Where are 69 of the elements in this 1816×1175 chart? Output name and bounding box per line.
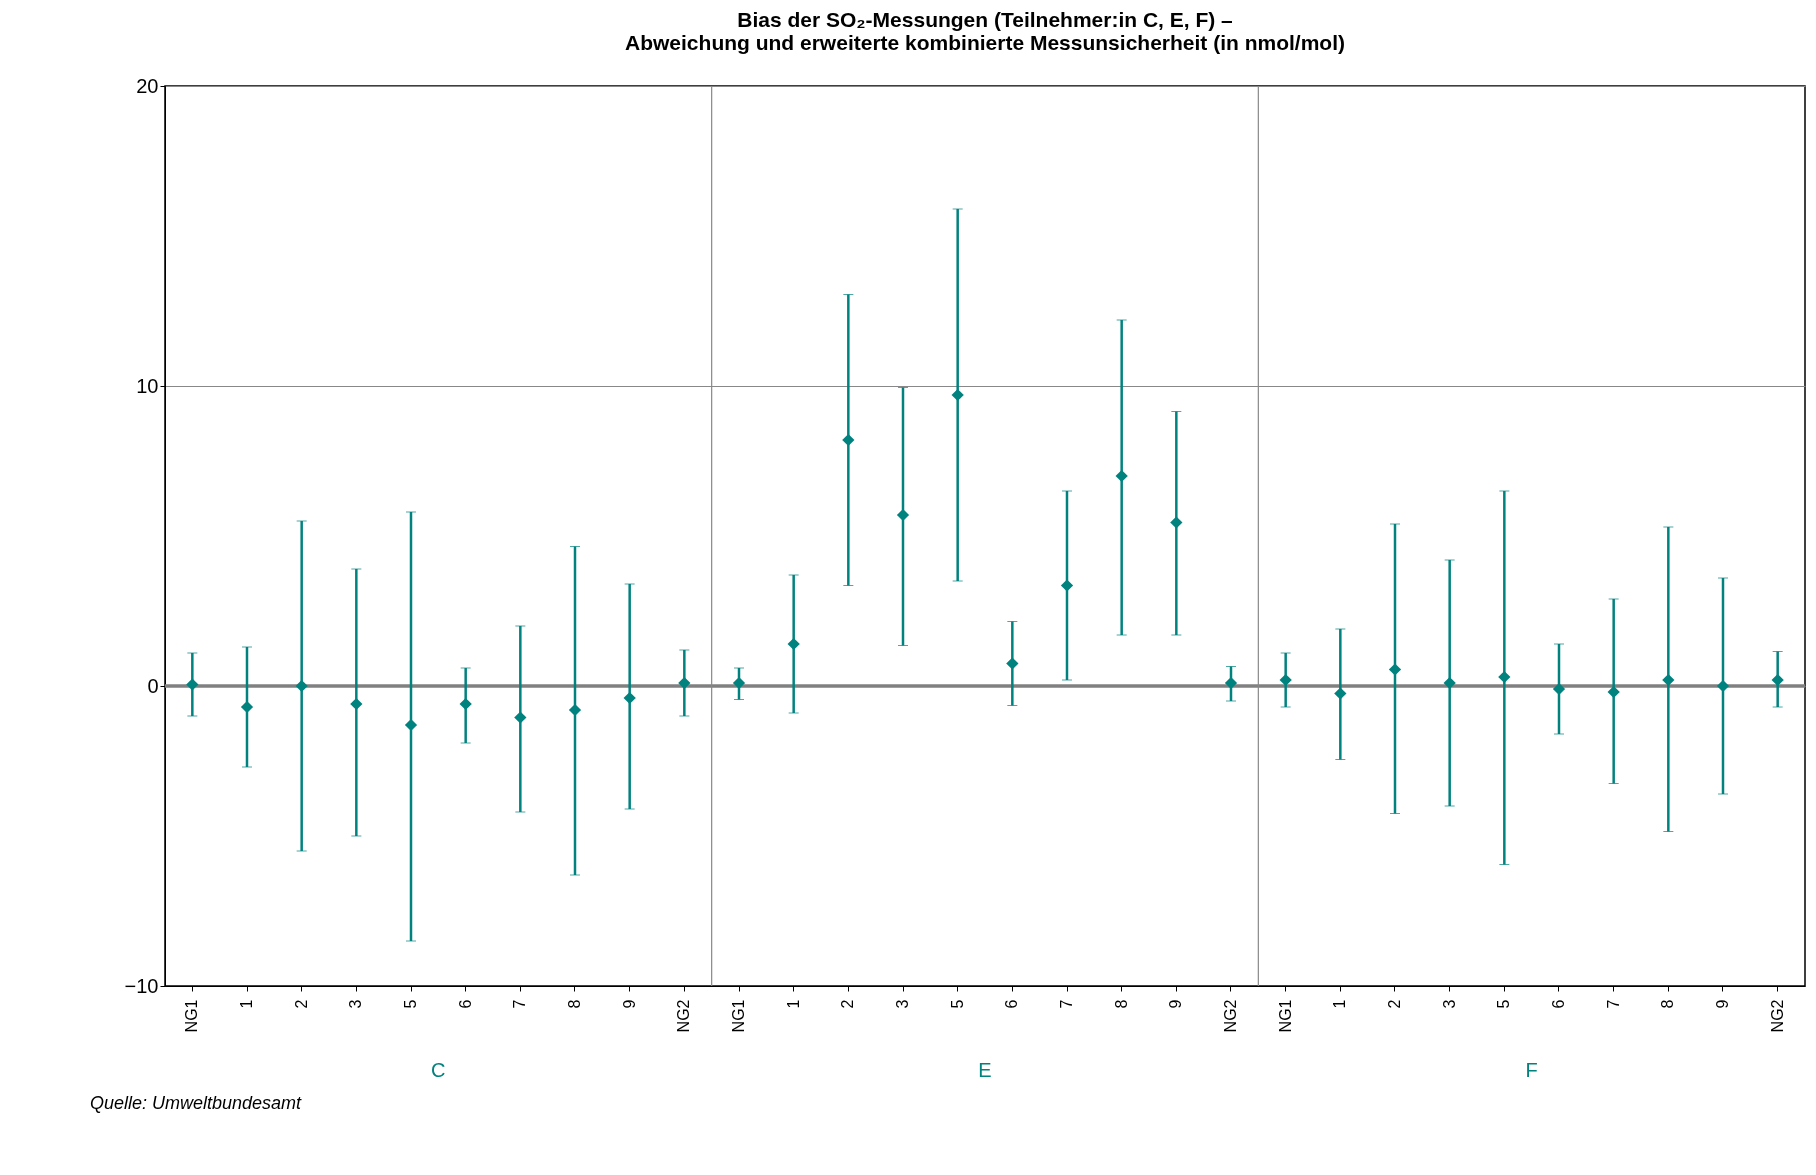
point: [350, 697, 363, 711]
x-tick-label: 5: [1495, 999, 1513, 1009]
point: [568, 703, 582, 717]
point: [1006, 657, 1019, 670]
point: [186, 678, 199, 691]
x-tick-label: 2: [292, 999, 310, 1009]
text: E: [978, 1059, 992, 1081]
point: [1607, 685, 1620, 699]
point: [1334, 687, 1347, 700]
point: [951, 388, 964, 402]
point: [1224, 676, 1238, 690]
point: [459, 697, 472, 711]
point: [1716, 679, 1730, 693]
x-tick-label: 1: [238, 999, 255, 1009]
x-tick-label: 5: [402, 999, 419, 1009]
point: [1170, 516, 1183, 529]
point: [1443, 676, 1456, 690]
point: [623, 691, 636, 705]
x-tick-label: NG1: [730, 999, 747, 1033]
point: [295, 679, 308, 693]
x-tick-label: NG1: [183, 999, 201, 1033]
x-tick-label: 8: [566, 999, 583, 1009]
x-tick-label: 1: [784, 999, 802, 1009]
y-tick-label: −10: [124, 974, 159, 997]
x-tick-label: 7: [1058, 999, 1075, 1009]
point: [896, 508, 910, 522]
x-tick-label: NG2: [1222, 999, 1239, 1033]
x-tick-label: 9: [1714, 999, 1731, 1009]
point: [1279, 673, 1292, 687]
x-tick-label: 8: [1659, 999, 1677, 1009]
point: [732, 676, 746, 690]
source-note: Quelle: Umweltbundesamt: [90, 1093, 303, 1113]
text: F: [1525, 1059, 1538, 1081]
y-tick-label: 10: [136, 374, 159, 397]
point: [1060, 579, 1074, 592]
x-tick-label: 3: [894, 999, 911, 1009]
x-tick-label: 6: [1550, 999, 1567, 1009]
x-tick-label: 2: [839, 999, 857, 1009]
point: [1498, 670, 1511, 684]
x-tick-label: 1: [1331, 999, 1349, 1009]
point: [787, 637, 800, 651]
x-tick-label: 8: [1112, 999, 1130, 1009]
point: [1388, 663, 1402, 676]
point: [678, 676, 691, 690]
point: [842, 433, 855, 447]
x-tick-label: 7: [511, 999, 529, 1009]
x-tick-label: 5: [948, 999, 966, 1009]
point: [404, 718, 418, 732]
x-tick-label: 6: [1003, 999, 1021, 1009]
point: [1662, 673, 1675, 687]
x-tick-label: 3: [1440, 999, 1458, 1009]
point: [1115, 469, 1128, 483]
x-tick-label: 3: [347, 999, 365, 1009]
x-tick-label: 9: [620, 999, 638, 1009]
x-tick-label: 2: [1386, 999, 1403, 1009]
x-tick-label: NG1: [1276, 999, 1294, 1033]
point: [1552, 682, 1566, 696]
point: [1771, 673, 1784, 687]
x-tick-label: NG2: [675, 999, 693, 1033]
x-tick-label: NG2: [1768, 999, 1786, 1033]
chart-title: Bias der SO₂-Messungen (Teilnehmer:in C, E, F) – Abweichung und erweiterte kombinierte Messunsicherheit (in nmol/mol): [625, 8, 1345, 54]
point: [240, 700, 254, 714]
text: C: [431, 1059, 446, 1081]
y-tick-label: 0: [147, 674, 159, 697]
x-tick-label: 7: [1604, 999, 1622, 1009]
x-tick-label: 9: [1167, 999, 1185, 1009]
x-tick-label: 6: [456, 999, 474, 1009]
y-tick-label: 20: [136, 74, 159, 97]
point: [514, 711, 527, 724]
